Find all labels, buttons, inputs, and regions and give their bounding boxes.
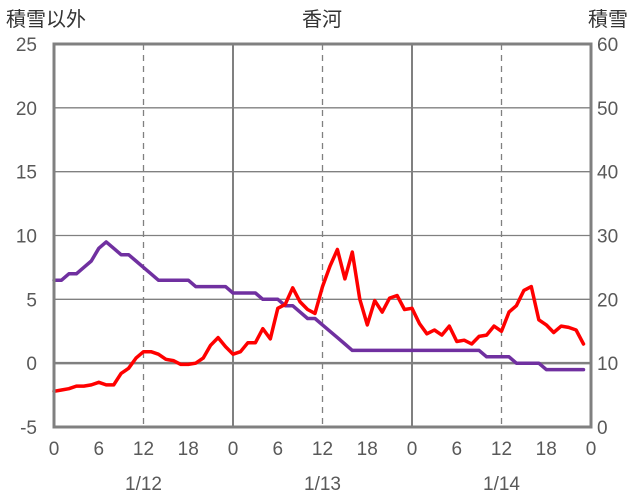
- chart-title: 香河: [302, 8, 342, 31]
- date-label: 1/13: [304, 474, 341, 495]
- x-tick-label: 0: [228, 439, 239, 460]
- x-axis-ticks: 0 6 12 18 0 6 12 18 0 6 12 18 0: [49, 439, 597, 460]
- x-tick-label: 12: [312, 439, 333, 460]
- left-tick-label: 5: [26, 290, 37, 311]
- left-tick-label: -5: [20, 418, 37, 439]
- date-labels: 1/12 1/13 1/14: [125, 474, 520, 495]
- right-tick-label: 20: [597, 290, 618, 311]
- x-tick-label: 6: [93, 439, 104, 460]
- x-tick-label: 6: [451, 439, 462, 460]
- right-tick-label: 10: [597, 354, 618, 375]
- left-tick-label: 25: [16, 35, 37, 56]
- right-tick-label: 0: [597, 418, 608, 439]
- x-tick-label: 6: [272, 439, 283, 460]
- right-tick-label: 50: [597, 99, 618, 120]
- x-tick-label: 0: [407, 439, 418, 460]
- right-tick-label: 40: [597, 163, 618, 184]
- right-axis-title: 積雪: [588, 8, 628, 31]
- date-label: 1/12: [125, 474, 162, 495]
- left-axis-title: 積雪以外: [6, 8, 86, 31]
- right-tick-label: 30: [597, 227, 618, 248]
- left-axis-ticks: -5 0 5 10 15 20 25: [16, 35, 37, 439]
- series-layer: [52, 240, 586, 394]
- x-tick-label: 0: [49, 439, 60, 460]
- x-tick-label: 18: [357, 439, 378, 460]
- plot-frame: [52, 42, 593, 429]
- left-tick-label: 10: [16, 227, 37, 248]
- series-line-1: [52, 240, 586, 372]
- series-line-2: [52, 247, 586, 394]
- left-tick-label: 0: [26, 354, 37, 375]
- right-axis-ticks: 0 10 20 30 40 50 60: [597, 35, 618, 439]
- left-tick-label: 15: [16, 163, 37, 184]
- grid: [54, 44, 591, 427]
- x-tick-label: 18: [536, 439, 557, 460]
- x-tick-label: 12: [491, 439, 512, 460]
- x-tick-label: 12: [133, 439, 154, 460]
- x-tick-label: 18: [178, 439, 199, 460]
- left-tick-label: 20: [16, 99, 37, 120]
- date-label: 1/14: [483, 474, 520, 495]
- right-tick-label: 60: [597, 35, 618, 56]
- x-tick-label: 0: [586, 439, 597, 460]
